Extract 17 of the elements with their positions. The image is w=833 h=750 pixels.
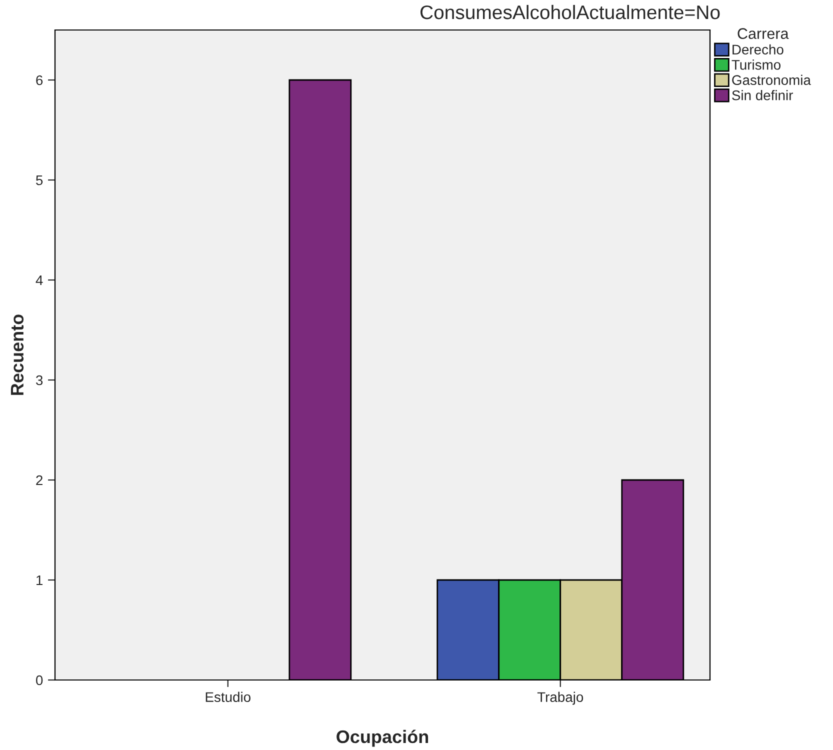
legend-title: Carrera [738, 28, 789, 39]
x-tick-label: Trabajo [537, 692, 584, 705]
y-tick-label: 2 [36, 475, 42, 486]
y-tick-label: 1 [36, 575, 43, 586]
x-tick-label: Estudio [206, 692, 250, 702]
x-axis-title: Ocupación [336, 730, 428, 747]
legend-label: Turismo [732, 60, 780, 70]
y-tick-label: 5 [36, 175, 43, 186]
legend-label: Derecho [732, 44, 784, 55]
legend-label: Sin definir [732, 90, 793, 100]
y-tick-label: 6 [36, 75, 43, 86]
chart-title: ConsumesAlcoholActualmente=No [420, 4, 720, 20]
legend-label: Gastronomia [732, 74, 811, 86]
y-axis-title: Recuento [10, 314, 24, 395]
y-tick-label: 4 [36, 275, 43, 286]
y-tick-label: 0 [36, 675, 43, 686]
y-tick-label: 3 [36, 375, 43, 386]
